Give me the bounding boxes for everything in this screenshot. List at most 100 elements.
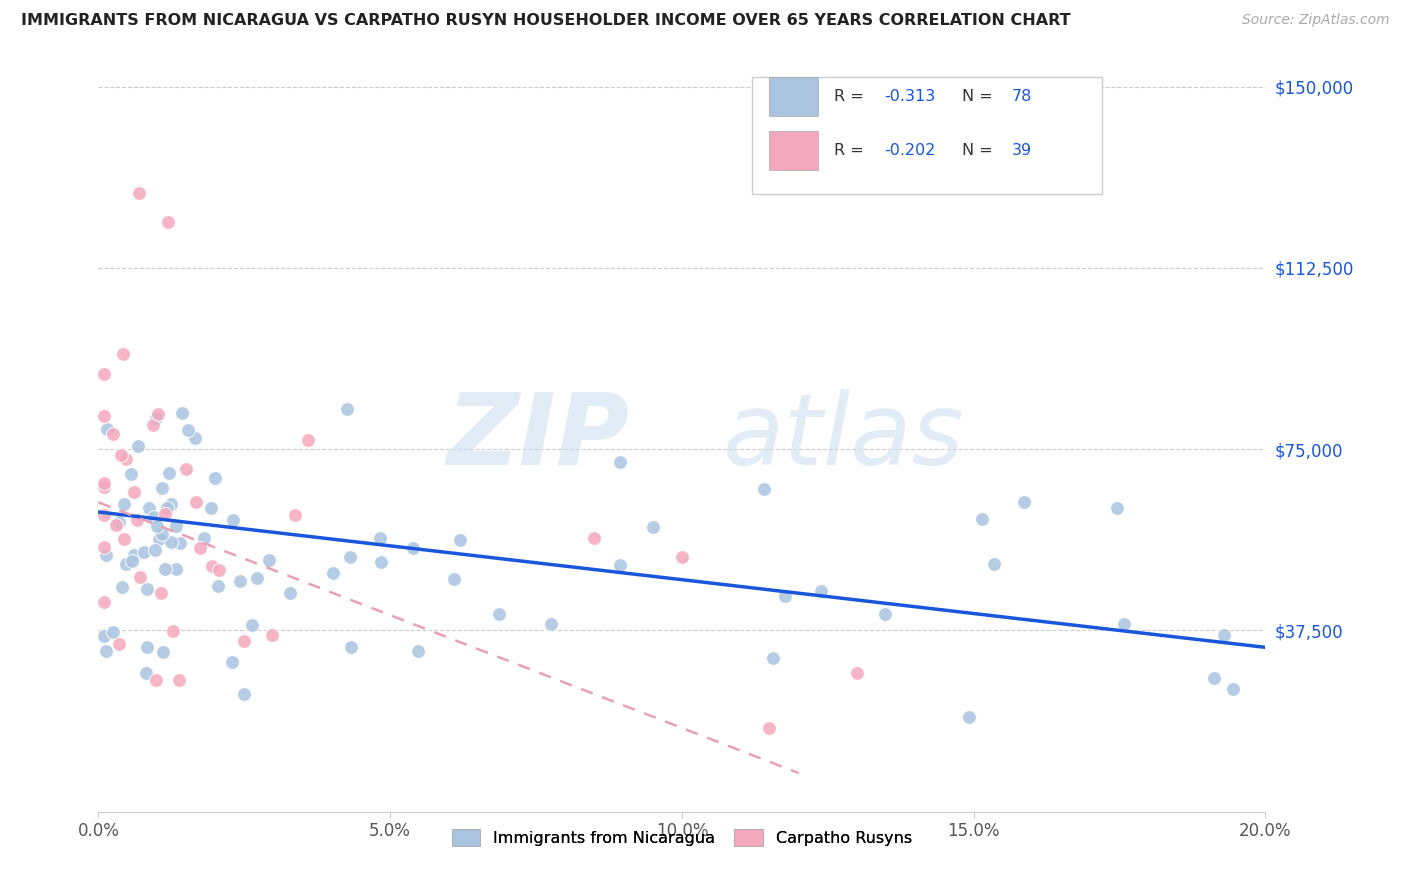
- Point: [188, 541, 211, 555]
- Point: [96, 422, 118, 436]
- Point: [103, 624, 125, 639]
- Point: [167, 673, 190, 687]
- Point: [138, 501, 160, 516]
- Point: [93, 367, 115, 381]
- Point: [101, 427, 124, 442]
- Point: [155, 500, 177, 515]
- Point: [1107, 501, 1129, 516]
- Point: [143, 509, 166, 524]
- Point: [146, 519, 169, 533]
- Point: [136, 640, 159, 654]
- Point: [122, 549, 145, 563]
- Point: [110, 449, 132, 463]
- Point: [186, 495, 208, 509]
- Point: [762, 650, 785, 665]
- Point: [93, 595, 115, 609]
- Point: [148, 533, 170, 547]
- Text: IMMIGRANTS FROM NICARAGUA VS CARPATHO RUSYN HOUSEHOLDER INCOME OVER 65 YEARS COR: IMMIGRANTS FROM NICARAGUA VS CARPATHO RU…: [21, 13, 1071, 29]
- Point: [143, 542, 166, 557]
- Point: [340, 640, 363, 655]
- Point: [177, 423, 200, 437]
- Point: [160, 497, 183, 511]
- Point: [169, 535, 191, 549]
- Point: [671, 549, 693, 564]
- Point: [540, 617, 562, 632]
- FancyBboxPatch shape: [752, 78, 1102, 194]
- Point: [1014, 494, 1036, 508]
- Point: [157, 467, 180, 481]
- Point: [297, 433, 319, 447]
- Point: [1222, 681, 1244, 696]
- Point: [157, 215, 180, 229]
- Point: [93, 629, 115, 643]
- Point: [1112, 617, 1135, 632]
- Point: [204, 470, 226, 484]
- Point: [1212, 628, 1234, 642]
- Point: [165, 519, 187, 533]
- Point: [93, 480, 115, 494]
- Point: [193, 531, 215, 545]
- Point: [322, 566, 344, 580]
- Point: [111, 580, 134, 594]
- Point: [152, 644, 174, 658]
- Point: [174, 462, 197, 476]
- Point: [128, 186, 150, 200]
- Point: [120, 467, 142, 482]
- Point: [135, 666, 157, 681]
- Point: [222, 513, 245, 527]
- Text: Source: ZipAtlas.com: Source: ZipAtlas.com: [1241, 13, 1389, 28]
- Legend: Immigrants from Nicaragua, Carpatho Rusyns: Immigrants from Nicaragua, Carpatho Rusy…: [446, 823, 918, 853]
- Point: [125, 512, 148, 526]
- Point: [262, 628, 284, 642]
- Text: N =: N =: [962, 143, 998, 158]
- Text: -0.313: -0.313: [884, 88, 935, 103]
- Point: [488, 607, 510, 622]
- Point: [136, 582, 159, 596]
- Point: [153, 561, 176, 575]
- Point: [233, 634, 256, 648]
- Point: [129, 570, 152, 584]
- Text: R =: R =: [834, 143, 869, 158]
- Point: [402, 541, 425, 556]
- Text: 78: 78: [1012, 88, 1032, 103]
- Text: R =: R =: [834, 88, 869, 103]
- Point: [149, 586, 172, 600]
- Point: [200, 501, 222, 516]
- Point: [184, 431, 207, 445]
- Point: [284, 508, 307, 522]
- Point: [96, 644, 118, 658]
- Text: 39: 39: [1012, 143, 1032, 158]
- Point: [208, 563, 231, 577]
- Point: [583, 532, 606, 546]
- Point: [150, 481, 173, 495]
- Point: [609, 455, 631, 469]
- Point: [370, 556, 392, 570]
- Point: [339, 549, 361, 564]
- Point: [443, 572, 465, 586]
- Point: [229, 574, 252, 588]
- Point: [406, 643, 429, 657]
- Point: [609, 558, 631, 572]
- Point: [115, 557, 138, 571]
- Point: [153, 507, 176, 521]
- Point: [278, 585, 301, 599]
- Point: [449, 533, 471, 547]
- Point: [93, 508, 115, 522]
- Point: [150, 526, 173, 541]
- Point: [957, 710, 980, 724]
- Point: [93, 409, 115, 423]
- Text: atlas: atlas: [723, 389, 965, 485]
- Point: [775, 589, 797, 603]
- Point: [240, 618, 263, 632]
- Point: [162, 624, 184, 638]
- FancyBboxPatch shape: [769, 77, 818, 116]
- Point: [201, 559, 224, 574]
- Point: [336, 402, 359, 417]
- Point: [221, 655, 243, 669]
- Point: [93, 541, 115, 555]
- Point: [108, 637, 131, 651]
- Point: [142, 417, 165, 432]
- FancyBboxPatch shape: [769, 130, 818, 169]
- Text: ZIP: ZIP: [446, 389, 630, 485]
- Text: N =: N =: [962, 88, 998, 103]
